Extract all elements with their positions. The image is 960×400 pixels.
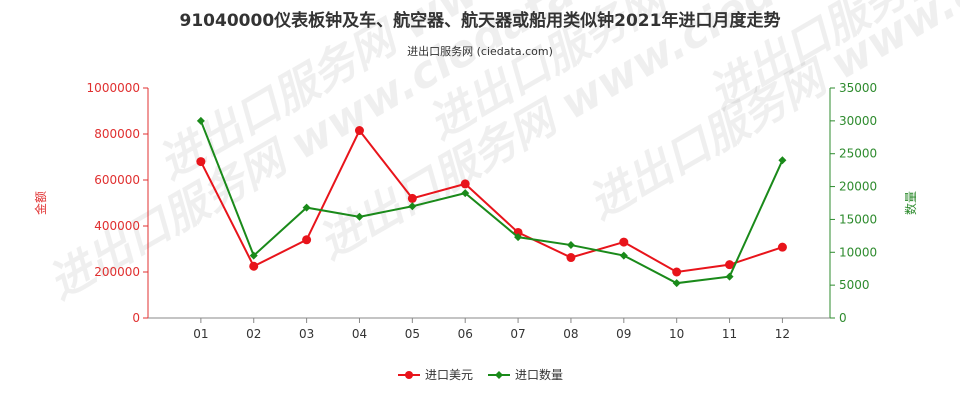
y-right-tick-label: 20000 (839, 180, 877, 194)
plot-area (196, 116, 787, 288)
x-tick-label: 09 (616, 327, 631, 341)
x-tick-label: 12 (775, 327, 790, 341)
legend: 进口美元 进口数量 (398, 367, 563, 382)
y-right-axis-title: 数量 (903, 191, 918, 215)
chart-subtitle: 进出口服务网 (ciedata.com) (407, 44, 553, 58)
series-1-point (460, 179, 470, 189)
y-left-tick-label: 1000000 (87, 81, 140, 95)
axes: 0200000400000600000800000100000005000100… (33, 81, 918, 341)
series-2-point (408, 202, 417, 211)
y-right-tick-label: 10000 (839, 245, 877, 259)
series-1-point (619, 237, 629, 247)
x-tick-label: 04 (352, 327, 367, 341)
series-2-point (461, 189, 470, 198)
series-1-point (249, 261, 259, 271)
y-left-tick-label: 800000 (94, 127, 140, 141)
y-right-tick-label: 15000 (839, 212, 877, 226)
legend-swatch-marker (405, 371, 413, 379)
y-right-tick-label: 25000 (839, 147, 877, 161)
series-2-point (355, 212, 364, 221)
y-left-axis-title: 金额 (33, 191, 48, 215)
series-2-point (302, 203, 311, 212)
series-1-point (196, 157, 206, 167)
series-2-point (778, 156, 787, 165)
series-2-point (566, 241, 575, 250)
y-left-tick-label: 0 (132, 311, 140, 325)
y-left-tick-label: 600000 (94, 173, 140, 187)
series-line-2 (199, 120, 784, 285)
series-2-point (196, 116, 205, 125)
legend-label: 进口数量 (515, 367, 563, 382)
y-right-tick-label: 0 (839, 311, 847, 325)
series-2-point (249, 251, 258, 260)
x-tick-label: 08 (563, 327, 578, 341)
y-right-tick-label: 30000 (839, 114, 877, 128)
series-line-1 (199, 128, 783, 274)
series-1-point (302, 235, 312, 245)
chart-title: 91040000仪表板钟及车、航空器、航天器或船用类似钟2021年进口月度走势 (180, 10, 781, 31)
y-right-tick-label: 5000 (839, 278, 870, 292)
series-1-point (725, 260, 735, 270)
series-1-point (407, 193, 417, 203)
x-tick-label: 01 (193, 327, 208, 341)
legend-swatch-marker (495, 371, 503, 379)
legend-label: 进口美元 (425, 368, 473, 382)
series-2-point (619, 251, 628, 260)
x-tick-label: 03 (299, 327, 314, 341)
x-tick-label: 11 (722, 327, 737, 341)
series-2-point (725, 272, 734, 281)
y-right-tick-label: 35000 (839, 81, 877, 95)
series-1-point (566, 253, 576, 263)
x-tick-label: 07 (510, 327, 525, 341)
x-tick-label: 10 (669, 327, 684, 341)
y-left-tick-label: 200000 (94, 265, 140, 279)
y-left-tick-label: 400000 (94, 219, 140, 233)
series-1-point (777, 242, 787, 252)
series-2-point (672, 279, 681, 288)
series-1-point (354, 126, 364, 136)
series-2-point (514, 233, 523, 242)
x-tick-label: 06 (458, 327, 473, 341)
x-tick-label: 02 (246, 327, 261, 341)
x-tick-label: 05 (405, 327, 420, 341)
series-1-point (672, 267, 682, 277)
